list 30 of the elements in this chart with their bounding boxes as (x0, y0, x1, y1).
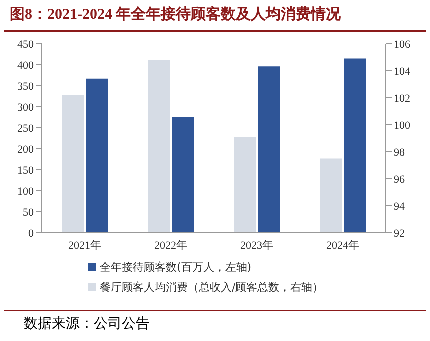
x-tick-label: 2021年 (68, 240, 102, 252)
legend-label: 餐厅顾客人均消费（总收入/顾客总数，右轴） (100, 280, 324, 294)
y2-tick-label: 104 (394, 66, 411, 78)
y-tick-label: 450 (18, 38, 34, 51)
bar (172, 118, 194, 233)
y-tick-label: 150 (18, 164, 34, 177)
bar (258, 66, 280, 233)
y2-tick-label: 92 (394, 228, 405, 240)
y-tick-label: 300 (18, 102, 34, 114)
bar (86, 78, 108, 233)
y-tick-label: 50 (23, 206, 34, 219)
y2-tick-label: 106 (394, 38, 411, 51)
y-tick-label: 400 (18, 60, 34, 72)
legend-label: 全年接待顾客数(百万人，左轴) (100, 260, 252, 274)
y2-tick-label: 98 (394, 146, 406, 159)
x-tick-label: 2024年 (326, 240, 360, 252)
y-tick-label: 200 (18, 144, 34, 156)
bar (344, 58, 366, 233)
y2-tick-label: 102 (394, 92, 410, 105)
y-tick-label: 0 (28, 228, 34, 240)
x-tick-label: 2023年 (240, 240, 274, 252)
source-note: 数据来源：公司公告 (24, 317, 150, 332)
y2-tick-label: 96 (394, 174, 406, 186)
y-tick-label: 100 (18, 186, 34, 198)
x-tick-label: 2022年 (154, 240, 188, 252)
y2-tick-label: 100 (394, 120, 411, 132)
y2-tick-label: 94 (394, 200, 406, 213)
y-tick-label: 250 (18, 122, 34, 135)
y-tick-label: 350 (18, 80, 34, 93)
chart-title: 图8：2021-2024 年全年接待顾客数及人均消费情况 (4, 0, 426, 32)
